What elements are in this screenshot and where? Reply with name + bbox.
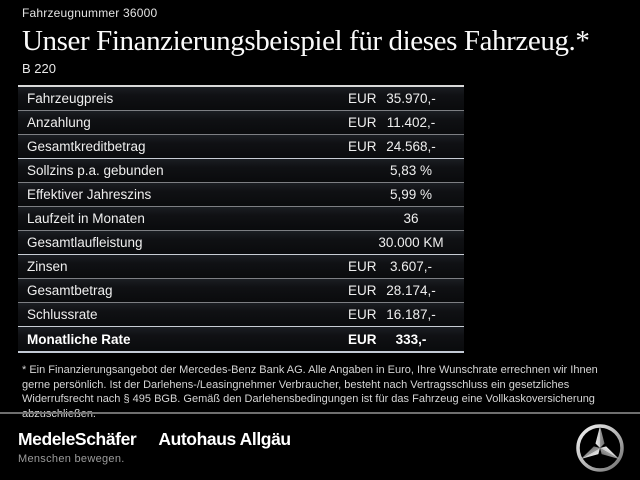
row-value: 24.568,- <box>386 139 436 154</box>
table-row: Laufzeit in Monaten 36 <box>18 207 464 231</box>
row-value: 30.000 KM <box>378 235 444 250</box>
table-row: Fahrzeugpreis EUR 35.970,- <box>18 87 464 111</box>
row-label: Gesamtlaufleistung <box>27 235 143 250</box>
row-currency: EUR <box>348 307 377 322</box>
vehicle-number: Fahrzeugnummer 36000 <box>22 6 158 20</box>
table-row: Monatliche Rate EUR 333,- <box>18 327 464 353</box>
table-row: Anzahlung EUR 11.402,- <box>18 111 464 135</box>
mercedes-star-icon <box>576 424 624 472</box>
table-row: Gesamtbetrag EUR 28.174,- <box>18 279 464 303</box>
header: Fahrzeugnummer 36000 Unser Finanzierungs… <box>0 0 640 76</box>
dealer-tagline: Menschen bewegen. <box>18 453 125 465</box>
dealer-logo: MedeleSchäfer <box>18 429 137 449</box>
footer: MedeleSchäfer Autohaus Allgäu Menschen b… <box>0 414 640 480</box>
table-row: Gesamtkreditbetrag EUR 24.568,- <box>18 135 464 159</box>
row-value: 28.174,- <box>386 283 436 298</box>
row-value: 333,- <box>395 331 427 347</box>
row-currency: EUR <box>348 115 377 130</box>
row-label: Gesamtkreditbetrag <box>27 139 146 154</box>
row-label: Zinsen <box>27 259 68 274</box>
row-label: Effektiver Jahreszins <box>27 187 152 202</box>
row-label: Laufzeit in Monaten <box>27 211 145 226</box>
row-value: 5,99 % <box>389 187 433 202</box>
row-value: 36 <box>403 211 419 226</box>
footer-divider <box>0 412 640 414</box>
row-currency: EUR <box>348 139 377 154</box>
row-label: Schlussrate <box>27 307 98 322</box>
page-title: Unser Finanzierungsbeispiel für dieses F… <box>22 25 590 57</box>
table-row: Gesamtlaufleistung 30.000 KM <box>18 231 464 255</box>
row-value: 5,83 % <box>389 163 433 178</box>
row-value: 35.970,- <box>386 91 436 106</box>
row-value: 11.402,- <box>386 115 436 130</box>
row-value: 3.607,- <box>389 259 433 274</box>
row-value: 16.187,- <box>386 307 436 322</box>
table-row: Schlussrate EUR 16.187,- <box>18 303 464 327</box>
dealer-block: MedeleSchäfer Autohaus Allgäu Menschen b… <box>18 429 291 465</box>
row-currency: EUR <box>348 283 377 298</box>
row-label: Monatliche Rate <box>27 331 131 347</box>
row-label: Fahrzeugpreis <box>27 91 114 106</box>
table-row: Zinsen EUR 3.607,- <box>18 255 464 279</box>
row-currency: EUR <box>348 259 377 274</box>
row-label: Gesamtbetrag <box>27 283 113 298</box>
finance-table: Fahrzeugpreis EUR 35.970,- Anzahlung EUR 11.4… <box>18 85 464 353</box>
vehicle-model: B 220 <box>22 61 56 76</box>
dealer-secondary-logo: Autohaus Allgäu <box>158 429 291 449</box>
row-label: Sollzins p.a. gebunden <box>27 163 164 178</box>
table-row: Sollzins p.a. gebunden 5,83 % <box>18 159 464 183</box>
row-currency: EUR <box>348 91 377 106</box>
row-label: Anzahlung <box>27 115 91 130</box>
row-currency: EUR <box>348 331 377 347</box>
table-row: Effektiver Jahreszins 5,99 % <box>18 183 464 207</box>
